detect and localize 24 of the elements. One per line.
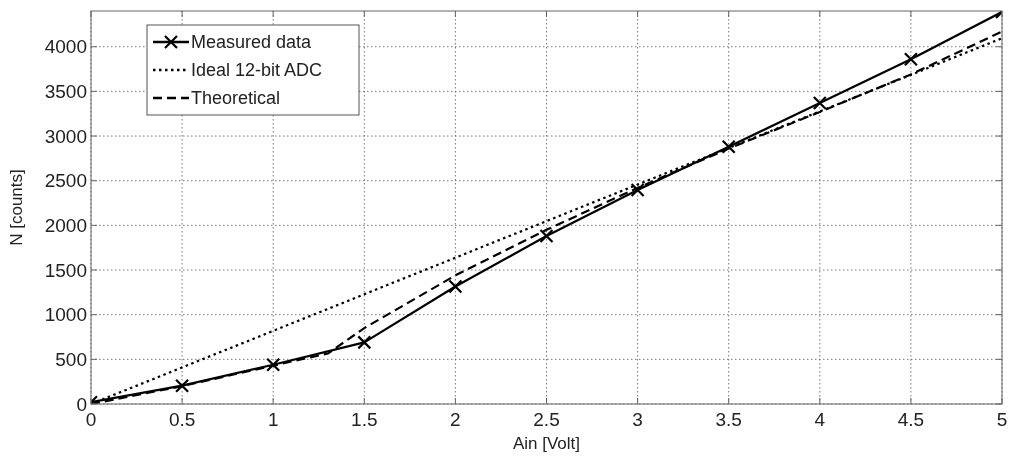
legend-label: Theoretical — [191, 88, 281, 109]
x-tick-label: 4.5 — [897, 409, 925, 430]
x-tick-label: 2.5 — [533, 409, 560, 430]
y-tick-label: 2000 — [44, 215, 87, 237]
x-tick-label: 2 — [450, 409, 461, 430]
y-axis-title: N [counts] — [7, 169, 26, 246]
y-tick-label: 2500 — [44, 170, 87, 192]
x-tick-label: 1.5 — [351, 409, 378, 430]
legend-label: Measured data — [191, 32, 313, 53]
y-tick-label: 4000 — [44, 36, 87, 58]
x-tick-label: 4 — [814, 409, 826, 430]
y-tick-label: 3500 — [44, 81, 87, 103]
y-tick-label: 3000 — [44, 125, 87, 147]
x-tick-label: 3 — [632, 409, 643, 430]
y-tick-label: 1000 — [44, 304, 87, 326]
x-tick-label: 0.5 — [168, 409, 196, 430]
legend-label: Ideal 12-bit ADC — [191, 60, 323, 81]
x-axis-title: Ain [Volt] — [512, 434, 581, 453]
y-tick-label: 1500 — [44, 259, 87, 281]
y-tick-label: 500 — [55, 348, 87, 370]
y-tick-label: 0 — [76, 393, 87, 415]
x-tick-label: 3.5 — [715, 409, 742, 430]
x-tick-label: 1 — [267, 409, 279, 430]
x-tick-label: 5 — [996, 409, 1008, 430]
